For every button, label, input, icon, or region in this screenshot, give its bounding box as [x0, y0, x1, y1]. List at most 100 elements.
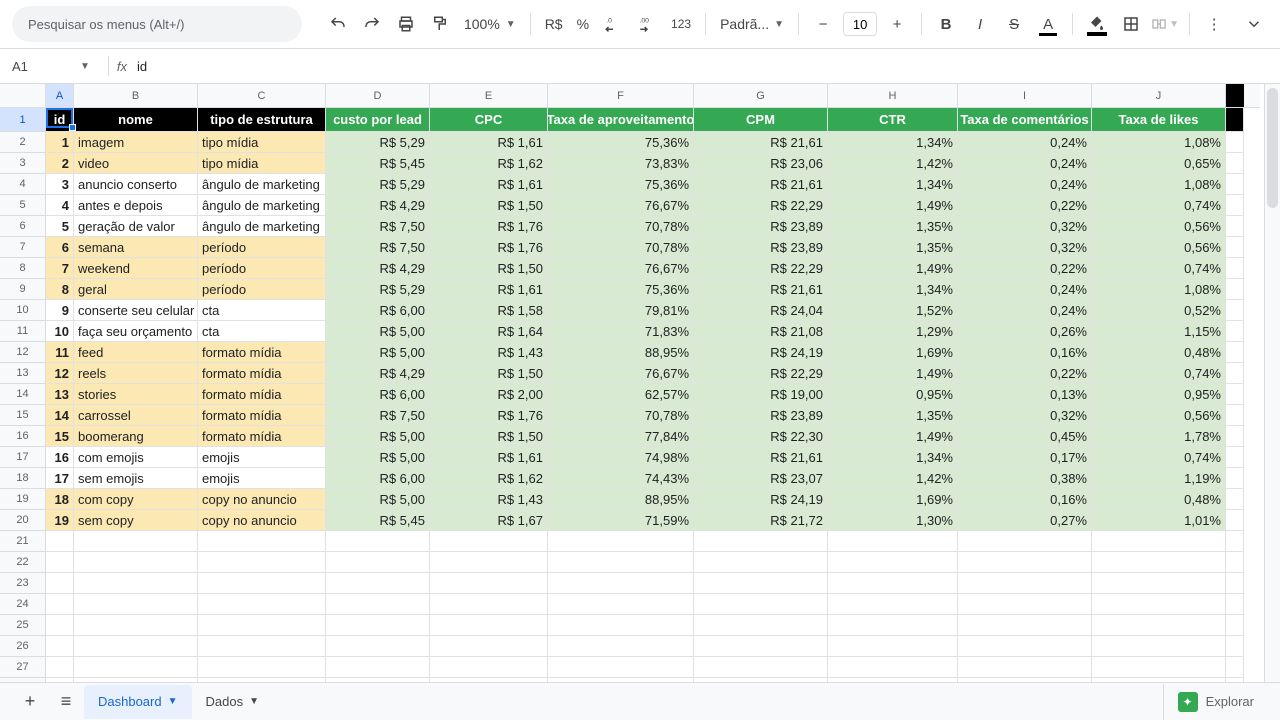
cell[interactable]: 71,83%	[548, 321, 694, 342]
cell[interactable]	[828, 573, 958, 594]
cell[interactable]	[430, 615, 548, 636]
cell[interactable]	[46, 531, 74, 552]
cell[interactable]: R$ 5,29	[326, 279, 430, 300]
cell[interactable]	[46, 594, 74, 615]
cell[interactable]: R$ 1,62	[430, 468, 548, 489]
menu-search[interactable]: Pesquisar os menus (Alt+/)	[12, 6, 302, 42]
cell[interactable]	[1226, 594, 1244, 615]
cell[interactable]	[46, 657, 74, 678]
cell[interactable]	[548, 657, 694, 678]
cell[interactable]	[828, 636, 958, 657]
cell[interactable]	[198, 552, 326, 573]
cell[interactable]: ângulo de marketing	[198, 195, 326, 216]
cell[interactable]: período	[198, 279, 326, 300]
cell[interactable]: R$ 7,50	[326, 405, 430, 426]
cell[interactable]	[1226, 447, 1244, 468]
cell[interactable]: 76,67%	[548, 258, 694, 279]
cell[interactable]: R$ 1,62	[430, 153, 548, 174]
cell[interactable]: 0,24%	[958, 132, 1092, 153]
cell[interactable]	[326, 573, 430, 594]
cell[interactable]: 0,48%	[1092, 342, 1226, 363]
cell[interactable]: tipo mídia	[198, 132, 326, 153]
cell[interactable]: R$ 1,50	[430, 426, 548, 447]
cell[interactable]: cta	[198, 321, 326, 342]
cell[interactable]: 0,22%	[958, 363, 1092, 384]
cell[interactable]: 75,36%	[548, 279, 694, 300]
bold-icon[interactable]: B	[932, 10, 960, 38]
cell[interactable]: Taxa de likes	[1092, 108, 1226, 132]
column-header-B[interactable]: B	[74, 84, 198, 108]
cell[interactable]: com emojis	[74, 447, 198, 468]
row-header[interactable]: 16	[0, 426, 46, 447]
cell[interactable]	[958, 657, 1092, 678]
cell[interactable]	[694, 657, 828, 678]
fill-color-icon[interactable]	[1083, 10, 1111, 38]
cell[interactable]	[1226, 405, 1244, 426]
cell[interactable]: 70,78%	[548, 216, 694, 237]
cell[interactable]: 88,95%	[548, 342, 694, 363]
cell[interactable]	[198, 657, 326, 678]
cell[interactable]	[1226, 258, 1244, 279]
cell[interactable]: boomerang	[74, 426, 198, 447]
cell[interactable]	[430, 594, 548, 615]
currency-format[interactable]: R$	[541, 16, 567, 32]
cell[interactable]: 0,45%	[958, 426, 1092, 447]
cell[interactable]: 10	[46, 321, 74, 342]
cell[interactable]	[74, 657, 198, 678]
cell[interactable]	[1092, 594, 1226, 615]
cell[interactable]	[198, 594, 326, 615]
cell[interactable]: R$ 4,29	[326, 258, 430, 279]
cell[interactable]	[548, 594, 694, 615]
cell[interactable]: 1,01%	[1092, 510, 1226, 531]
cell[interactable]: 19	[46, 510, 74, 531]
cell[interactable]	[548, 531, 694, 552]
cell[interactable]: R$ 1,61	[430, 132, 548, 153]
cell[interactable]: R$ 21,61	[694, 132, 828, 153]
cell[interactable]	[326, 615, 430, 636]
decrease-fontsize[interactable]: −	[809, 10, 837, 38]
cell[interactable]	[1226, 468, 1244, 489]
cell[interactable]: R$ 5,00	[326, 447, 430, 468]
cell[interactable]: R$ 1,43	[430, 489, 548, 510]
cell[interactable]: 1,35%	[828, 405, 958, 426]
cell[interactable]	[46, 636, 74, 657]
cell[interactable]: R$ 23,89	[694, 216, 828, 237]
zoom-dropdown[interactable]: 100%▼	[460, 16, 520, 32]
cell[interactable]: R$ 1,64	[430, 321, 548, 342]
cell[interactable]: 1,35%	[828, 216, 958, 237]
cell[interactable]: R$ 21,08	[694, 321, 828, 342]
cell[interactable]: R$ 1,50	[430, 258, 548, 279]
cell[interactable]	[1092, 657, 1226, 678]
cell[interactable]: 0,27%	[958, 510, 1092, 531]
cell[interactable]: formato mídia	[198, 426, 326, 447]
cell[interactable]: R$ 1,61	[430, 447, 548, 468]
cell[interactable]	[548, 615, 694, 636]
cell[interactable]: R$ 21,72	[694, 510, 828, 531]
cell[interactable]	[958, 594, 1092, 615]
cell[interactable]	[828, 657, 958, 678]
cell[interactable]: nome	[74, 108, 198, 132]
cell[interactable]	[1226, 573, 1244, 594]
row-header[interactable]: 27	[0, 657, 46, 678]
column-header-H[interactable]: H	[828, 84, 958, 108]
cell[interactable]: 1,08%	[1092, 174, 1226, 195]
cell[interactable]: formato mídia	[198, 384, 326, 405]
cell[interactable]	[1226, 636, 1244, 657]
cell[interactable]: 16	[46, 447, 74, 468]
add-sheet-button[interactable]: +	[12, 684, 48, 720]
row-header[interactable]: 21	[0, 531, 46, 552]
column-header-E[interactable]: E	[430, 84, 548, 108]
cell[interactable]	[46, 615, 74, 636]
cell[interactable]: R$ 22,29	[694, 363, 828, 384]
cell[interactable]: emojis	[198, 468, 326, 489]
number-format[interactable]: 123	[667, 17, 695, 31]
cell[interactable]: copy no anuncio	[198, 510, 326, 531]
cell[interactable]: R$ 7,50	[326, 216, 430, 237]
cell[interactable]: CPM	[694, 108, 828, 132]
row-header[interactable]: 14	[0, 384, 46, 405]
cell[interactable]: 0,74%	[1092, 363, 1226, 384]
cell[interactable]: R$ 5,29	[326, 174, 430, 195]
cell[interactable]	[958, 615, 1092, 636]
cell[interactable]	[1226, 132, 1244, 153]
column-header-A[interactable]: A	[46, 84, 74, 108]
